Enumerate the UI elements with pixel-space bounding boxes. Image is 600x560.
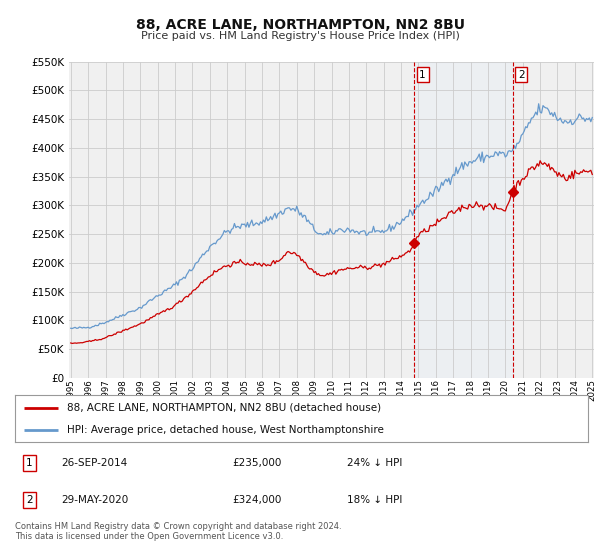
Text: 24% ↓ HPI: 24% ↓ HPI: [347, 459, 403, 468]
Bar: [414, 62, 512, 378]
Text: 88, ACRE LANE, NORTHAMPTON, NN2 8BU (detached house): 88, ACRE LANE, NORTHAMPTON, NN2 8BU (det…: [67, 403, 380, 413]
Text: 88, ACRE LANE, NORTHAMPTON, NN2 8BU: 88, ACRE LANE, NORTHAMPTON, NN2 8BU: [136, 18, 464, 32]
Text: 26-SEP-2014: 26-SEP-2014: [61, 459, 127, 468]
Text: Contains HM Land Registry data © Crown copyright and database right 2024.
This d: Contains HM Land Registry data © Crown c…: [15, 522, 341, 542]
Text: 2: 2: [26, 495, 32, 505]
Text: 2: 2: [518, 69, 524, 80]
Text: HPI: Average price, detached house, West Northamptonshire: HPI: Average price, detached house, West…: [67, 424, 383, 435]
Text: £235,000: £235,000: [233, 459, 282, 468]
Text: 1: 1: [26, 459, 32, 468]
Text: 29-MAY-2020: 29-MAY-2020: [61, 495, 128, 505]
Text: Price paid vs. HM Land Registry's House Price Index (HPI): Price paid vs. HM Land Registry's House …: [140, 31, 460, 41]
Text: £324,000: £324,000: [233, 495, 282, 505]
Text: 1: 1: [419, 69, 426, 80]
Text: 18% ↓ HPI: 18% ↓ HPI: [347, 495, 403, 505]
